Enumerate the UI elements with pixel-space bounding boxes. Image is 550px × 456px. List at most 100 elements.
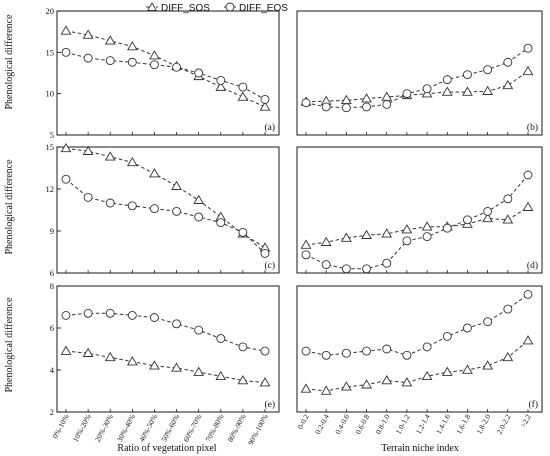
data-point-diff-sos	[149, 168, 160, 178]
data-point-diff-sos	[421, 370, 433, 381]
panel-letter: (d)	[527, 260, 538, 271]
data-point-diff-eos	[194, 68, 204, 78]
data-point-diff-sos	[126, 41, 138, 51]
series-line-diff-eos	[305, 174, 529, 270]
panel-letter: (c)	[264, 260, 275, 271]
data-point-diff-sos	[320, 385, 332, 395]
data-point-diff-sos	[215, 370, 227, 381]
data-point-diff-sos	[462, 364, 473, 374]
data-point-diff-eos	[523, 170, 533, 180]
data-point-diff-eos	[172, 206, 182, 216]
series-line-diff-sos	[305, 206, 529, 246]
data-point-diff-eos	[523, 43, 533, 53]
series-line-diff-sos	[305, 70, 529, 103]
data-point-diff-sos	[126, 156, 138, 167]
x-tick-label: 70%-80%	[204, 413, 226, 444]
x-tick-label: 0.4-0.6	[333, 412, 351, 435]
legend-label-eos: DIFF_EOS	[239, 3, 288, 14]
x-tick-label: 0.8-1.0	[374, 412, 392, 435]
data-point-diff-eos	[83, 308, 93, 318]
data-point-diff-eos	[503, 194, 513, 204]
data-point-diff-eos	[321, 350, 331, 360]
data-point-diff-sos	[361, 379, 372, 389]
data-point-diff-eos	[149, 60, 159, 70]
data-point-diff-eos	[194, 325, 204, 335]
data-point-diff-eos	[483, 206, 493, 216]
series-line-diff-sos	[65, 350, 266, 384]
data-point-diff-eos	[422, 232, 432, 242]
data-point-diff-eos	[61, 310, 71, 320]
data-point-diff-eos	[341, 264, 351, 274]
data-point-diff-eos	[321, 260, 331, 270]
data-point-diff-eos	[503, 57, 513, 67]
y-tick-label: 4	[50, 365, 55, 375]
y-tick-label: 5	[50, 130, 54, 140]
legend-label-sos: DIFF_SOS	[161, 3, 210, 14]
data-point-diff-sos	[237, 375, 249, 385]
data-point-diff-eos	[301, 250, 311, 260]
data-point-diff-eos	[238, 82, 248, 92]
data-point-diff-sos	[381, 228, 393, 238]
y-tick-label: 15	[46, 47, 55, 57]
data-point-diff-sos	[82, 347, 94, 357]
x-tick-label: 30%-40%	[115, 413, 137, 444]
data-point-diff-sos	[502, 79, 514, 90]
y-axis-label-top: Phenological difference	[4, 14, 15, 110]
data-point-diff-sos	[259, 377, 271, 387]
y-tick-label: 15	[46, 142, 55, 152]
series-line-diff-eos	[65, 51, 266, 100]
panel-letter: (e)	[264, 399, 275, 410]
chart-panel-c: 6 9 12 15 (c)	[46, 142, 280, 278]
data-point-diff-eos	[463, 70, 472, 80]
x-tick-label: 1.8-2.0	[474, 412, 492, 435]
data-point-diff-eos	[321, 102, 331, 112]
panel-frame	[296, 285, 543, 413]
data-point-diff-eos	[402, 236, 412, 246]
data-point-diff-eos	[483, 317, 493, 327]
data-point-diff-eos	[238, 227, 248, 237]
data-point-diff-eos	[442, 331, 452, 341]
data-point-diff-sos	[441, 366, 453, 376]
x-axis-label-right: Terrain niche index	[381, 443, 459, 454]
data-point-diff-sos	[60, 345, 72, 355]
x-tick-label: 1.4-1.6	[434, 412, 452, 435]
series-line-diff-eos	[305, 47, 529, 109]
data-point-diff-eos	[260, 95, 270, 104]
data-point-diff-eos	[216, 218, 226, 228]
data-point-diff-sos	[193, 366, 205, 376]
y-tick-label: 8	[50, 281, 54, 291]
data-point-diff-sos	[361, 229, 372, 239]
data-point-diff-sos	[300, 239, 312, 249]
x-tick-label: 80%-90%	[226, 413, 248, 444]
data-point-diff-eos	[61, 47, 71, 57]
data-point-diff-sos	[381, 375, 393, 385]
data-point-diff-sos	[126, 356, 138, 366]
data-point-diff-sos	[522, 201, 534, 211]
data-point-diff-eos	[127, 57, 137, 67]
data-point-diff-eos	[362, 102, 371, 112]
data-point-diff-eos	[172, 319, 182, 329]
y-tick-label: 12	[46, 184, 55, 194]
data-point-diff-sos	[60, 142, 72, 153]
x-tick-label: 20%-30%	[93, 413, 115, 444]
panel-letter: (a)	[264, 122, 275, 133]
data-point-diff-sos	[340, 232, 352, 242]
data-point-diff-eos	[105, 198, 115, 208]
data-point-diff-sos	[60, 25, 72, 35]
panel-letter: (f)	[529, 399, 539, 410]
data-point-diff-sos	[482, 360, 494, 370]
data-point-diff-eos	[422, 84, 432, 94]
data-point-diff-sos	[149, 50, 160, 60]
x-tick-label: 90%-100%	[246, 413, 270, 447]
data-point-diff-sos	[340, 381, 352, 391]
data-point-diff-sos	[171, 362, 182, 372]
data-point-diff-eos	[523, 289, 533, 299]
data-point-diff-eos	[172, 62, 182, 72]
data-point-diff-sos	[482, 212, 494, 223]
data-point-diff-eos	[382, 344, 392, 354]
data-point-diff-sos	[502, 214, 514, 224]
panel-frame	[56, 146, 280, 274]
chart-panel-d: (d)	[296, 146, 543, 274]
data-point-diff-eos	[260, 248, 270, 258]
